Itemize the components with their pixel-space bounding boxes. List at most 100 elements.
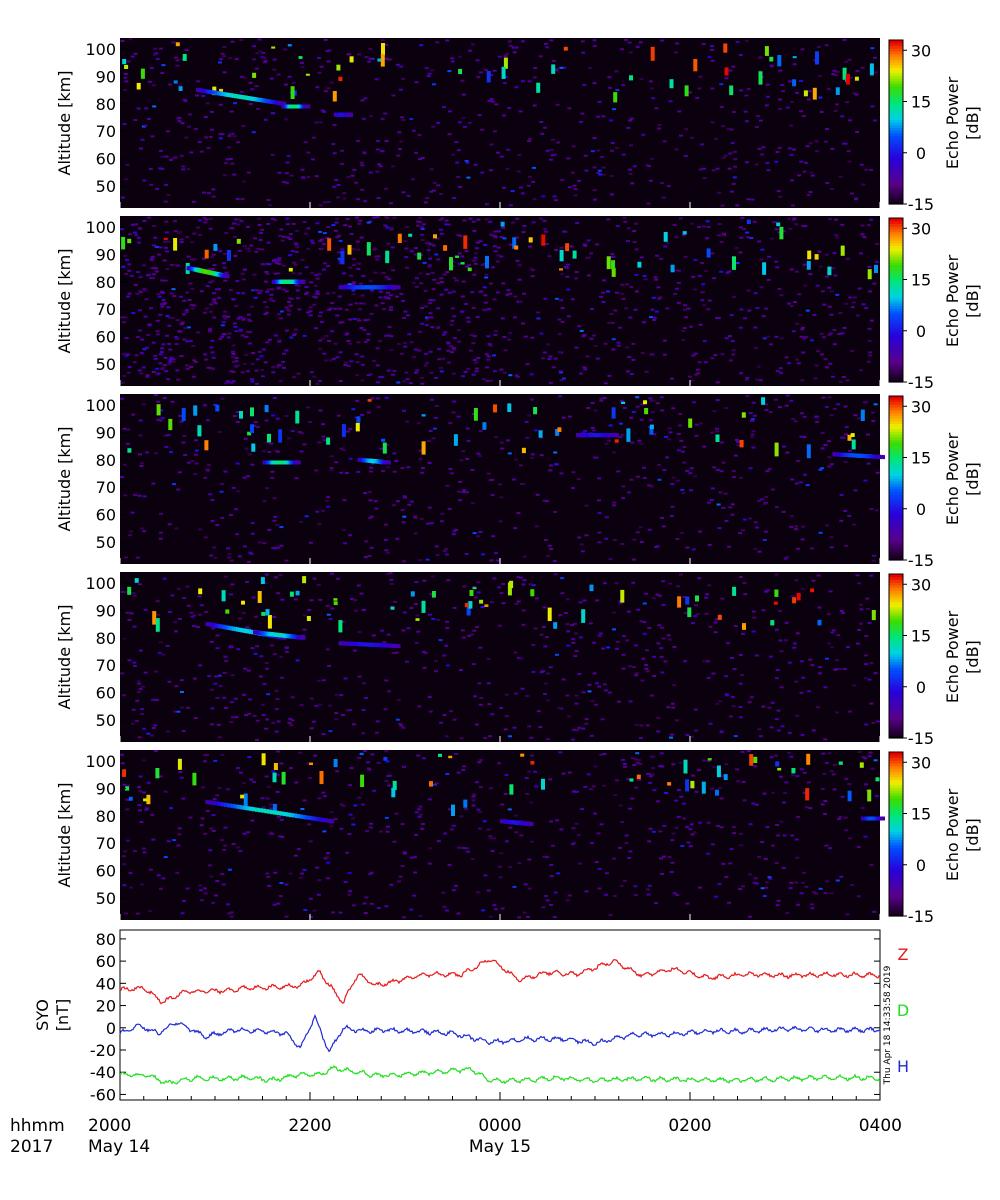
y-tick-label: 40	[96, 974, 116, 993]
colorbar-tick-label: 0	[916, 322, 926, 341]
colorbar-band	[889, 831, 903, 835]
x-tick-time-label: 0200	[668, 1116, 711, 1136]
colorbar-tick-label: 0	[916, 500, 926, 519]
colorbar-band	[889, 67, 903, 71]
spectrogram-panel-2	[120, 216, 907, 386]
colorbar-band	[889, 428, 903, 433]
series-line-D	[119, 1065, 881, 1085]
colorbar-tick-label: -15	[908, 907, 934, 926]
colorbar-band	[889, 127, 903, 131]
colorbar-band	[889, 762, 903, 767]
colorbar-frame	[888, 395, 904, 561]
colorbar-band	[889, 488, 903, 493]
echo-layer-5-1	[285, 812, 291, 817]
echo-layer-5-1	[258, 808, 263, 813]
colorbar-band	[889, 636, 903, 641]
colorbar-band	[889, 864, 903, 868]
colorbar-band	[889, 343, 903, 348]
colorbar-band	[889, 612, 903, 616]
colorbar-band	[889, 75, 903, 79]
y-tick-label: 80	[96, 629, 116, 648]
colorbar-label: Echo Power	[943, 76, 962, 169]
colorbar-band	[889, 855, 903, 860]
colorbar-band	[889, 609, 903, 613]
colorbar-band	[889, 787, 903, 791]
colorbar-band	[889, 461, 903, 465]
y-tick-label: 60	[96, 328, 116, 347]
colorbar-band	[889, 409, 903, 413]
echo-layer-5-1	[227, 803, 233, 808]
echo-layer-5-1	[288, 813, 294, 818]
colorbar-band	[889, 193, 903, 197]
echo-layer-5-1	[279, 811, 285, 816]
echo-layer-5-1	[310, 816, 316, 821]
y-tick-label: -60	[90, 1085, 116, 1104]
colorbar-band	[889, 880, 903, 884]
colorbar-tick-label: 0	[916, 678, 926, 697]
y-tick-label: 80	[96, 807, 116, 826]
colorbar-tick-label: 30	[911, 397, 931, 416]
colorbar-band	[889, 590, 903, 594]
echo-layer-5-1	[245, 806, 251, 811]
colorbar-band	[889, 373, 903, 378]
colorbar-band	[889, 412, 903, 416]
colorbar-band	[889, 877, 903, 882]
colorbar-band	[889, 664, 903, 668]
echo-layer-5-1	[267, 809, 273, 814]
x-tick-time-label: 0000	[478, 1116, 521, 1136]
x-tick-time-label: 2200	[288, 1116, 331, 1136]
colorbar-band	[889, 100, 903, 104]
colorbar-band	[889, 645, 903, 649]
y-axis-label: Altitude [km]	[55, 605, 74, 710]
colorbar-band	[889, 853, 903, 857]
y-tick-label: 60	[96, 952, 116, 971]
x-axis-row2-label: 2017	[10, 1137, 53, 1157]
colorbar-band	[889, 59, 903, 63]
colorbar-tick-label: 30	[911, 753, 931, 772]
colorbar-band	[889, 508, 903, 512]
colorbar-tick-label: 30	[911, 575, 931, 594]
colorbar-band	[889, 634, 903, 638]
colorbar-band	[889, 362, 903, 367]
colorbar-band	[889, 53, 903, 57]
colorbar-band	[889, 72, 903, 77]
colorbar-band	[889, 173, 903, 178]
colorbar-band	[889, 595, 903, 600]
colorbar-band	[889, 510, 903, 515]
colorbar-band	[889, 872, 903, 876]
colorbar-band	[889, 135, 903, 139]
colorbar-band	[889, 480, 903, 485]
x-tick-time-label: 2000	[88, 1116, 131, 1136]
colorbar-band	[889, 907, 903, 912]
colorbar-band	[889, 760, 903, 764]
colorbar-band	[889, 351, 903, 356]
echo-layer-5-1	[273, 810, 279, 815]
y-tick-label: 90	[96, 601, 116, 620]
colorbar-unit: [dB]	[963, 462, 982, 496]
legend-label-D: D	[897, 1001, 909, 1020]
colorbar-band	[889, 40, 903, 44]
colorbar-band	[889, 130, 903, 134]
colorbar-band	[889, 732, 903, 736]
echo-layer-5-1	[304, 815, 310, 820]
colorbar-band	[889, 401, 903, 405]
colorbar-band	[889, 269, 903, 274]
echo-layer-5-1	[239, 805, 245, 810]
colorbar-band	[889, 437, 903, 441]
colorbar-band	[889, 702, 903, 706]
echo-layer-1-2	[305, 104, 311, 109]
y-tick-label: 60	[96, 862, 116, 881]
colorbar-band	[889, 869, 903, 873]
colorbar-band	[889, 773, 903, 778]
echo-layer-5-1	[205, 800, 211, 805]
colorbar-band	[889, 494, 903, 498]
x-tick-time-label: 0400	[859, 1116, 902, 1136]
colorbar-band	[889, 138, 903, 142]
colorbar-band	[889, 532, 903, 536]
colorbar-band	[889, 456, 903, 460]
colorbar-band	[889, 289, 903, 293]
colorbar-band	[889, 237, 903, 241]
colorbar-band	[889, 617, 903, 622]
colorbar-band	[889, 776, 903, 780]
colorbar-band	[889, 546, 903, 550]
